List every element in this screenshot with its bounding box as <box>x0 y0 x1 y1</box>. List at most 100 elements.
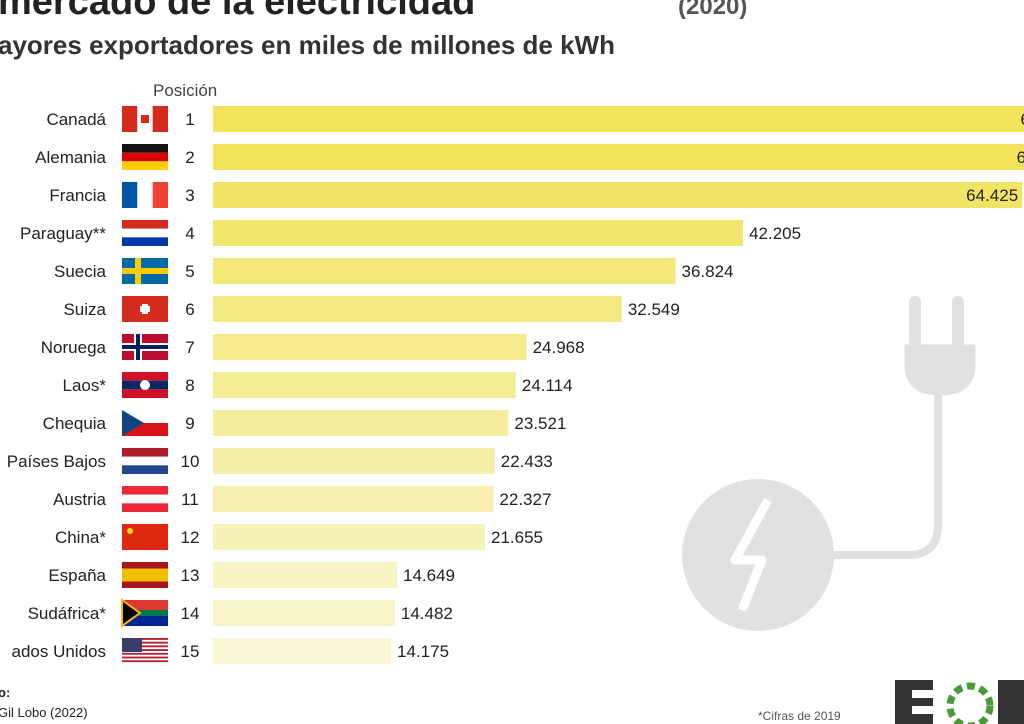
category-label: ados Unidos <box>11 642 106 661</box>
flag-part <box>137 182 153 208</box>
category-label: Noruega <box>41 338 107 357</box>
flag-part <box>122 638 168 640</box>
category-label: Austria <box>53 490 106 509</box>
flag-part <box>122 524 168 550</box>
category-label: Francia <box>49 186 106 205</box>
bar <box>213 372 516 398</box>
flag <box>122 144 168 170</box>
position-label: 12 <box>181 528 200 547</box>
bar <box>213 258 676 284</box>
category-label: China* <box>55 528 106 547</box>
position-header: Posición <box>153 81 217 100</box>
category-label: Alemania <box>35 148 106 167</box>
position-label: 13 <box>181 566 200 585</box>
bar <box>213 600 395 626</box>
flag <box>121 598 168 628</box>
flag-part <box>122 372 168 381</box>
flag <box>122 296 168 322</box>
flag-part <box>140 306 150 312</box>
value-label: 14.482 <box>401 604 453 623</box>
value-label: 24.114 <box>522 376 573 395</box>
bar <box>213 448 495 474</box>
flag-part <box>122 106 138 132</box>
plug-icon <box>682 296 976 631</box>
value-label: 14.649 <box>403 566 455 585</box>
flag-part <box>127 528 133 534</box>
bar <box>213 144 1024 170</box>
category-label: Chequia <box>43 414 107 433</box>
position-label: 8 <box>185 376 194 395</box>
bar <box>213 524 485 550</box>
position-label: 11 <box>181 490 199 509</box>
position-label: 14 <box>181 604 200 623</box>
flag-part <box>122 503 168 512</box>
flag-part <box>152 182 168 208</box>
flag-part <box>122 144 168 153</box>
title-note: (2020) <box>678 0 747 20</box>
flag <box>122 220 168 246</box>
value-label: 36.824 <box>682 262 734 281</box>
bar <box>213 296 622 322</box>
value-label: 23.521 <box>514 414 566 433</box>
flag <box>122 334 168 360</box>
flag-part <box>122 641 168 644</box>
category-label: Países Bajos <box>7 452 106 471</box>
value-label: 32.549 <box>628 300 680 319</box>
flag <box>122 562 168 588</box>
flag-part <box>122 410 144 436</box>
flag-part <box>122 228 168 238</box>
category-label: Sudáfrica* <box>28 604 107 623</box>
value-label: 67.2 <box>1020 110 1024 129</box>
flag-part <box>122 220 168 229</box>
category-label: Laos* <box>63 376 107 395</box>
bar <box>213 220 744 246</box>
position-label: 15 <box>181 642 200 661</box>
value-label: 66.9 <box>1017 148 1024 167</box>
logo <box>895 680 1024 724</box>
flag <box>122 106 168 132</box>
flag-part <box>122 610 168 616</box>
bar <box>213 106 1024 132</box>
category-label: España <box>48 566 106 585</box>
flag-part <box>122 649 168 651</box>
bar <box>213 182 1023 208</box>
flag <box>122 486 168 512</box>
flag-part <box>122 486 168 495</box>
flag-part <box>122 161 168 170</box>
flag-part <box>122 645 168 648</box>
bar <box>213 410 509 436</box>
chart-subtitle: ayores exportadores en miles de millones… <box>0 30 615 60</box>
bar <box>213 486 494 512</box>
value-label: 42.205 <box>749 224 801 243</box>
chart-title: mercado de la electricidad <box>0 0 475 23</box>
flag <box>122 448 168 474</box>
flag-part <box>140 380 150 390</box>
flag-part <box>122 448 168 457</box>
flag <box>122 182 168 208</box>
flag-part <box>122 568 168 582</box>
value-label: 64.425 <box>966 186 1018 205</box>
flag-part <box>122 660 168 663</box>
category-label: Suecia <box>54 262 107 281</box>
flag-part <box>122 389 168 398</box>
position-label: 10 <box>181 452 200 471</box>
value-label: 24.968 <box>533 338 585 357</box>
value-label: 22.433 <box>501 452 553 471</box>
flag-part <box>122 656 168 659</box>
position-label: 5 <box>185 262 194 281</box>
flag-part <box>141 115 149 123</box>
flag <box>122 524 168 550</box>
flag-part <box>122 268 168 274</box>
source: Gil Lobo (2022) <box>0 705 88 720</box>
flag-part <box>122 465 168 474</box>
position-label: 6 <box>185 300 194 319</box>
flag-part <box>122 494 168 504</box>
category-label: Canadá <box>46 110 106 129</box>
position-label: 3 <box>185 186 194 205</box>
value-label: 21.655 <box>491 528 543 547</box>
bar <box>213 334 527 360</box>
value-label: 22.327 <box>499 490 551 509</box>
source-label: o: <box>0 685 10 700</box>
category-label: Suiza <box>63 300 106 319</box>
